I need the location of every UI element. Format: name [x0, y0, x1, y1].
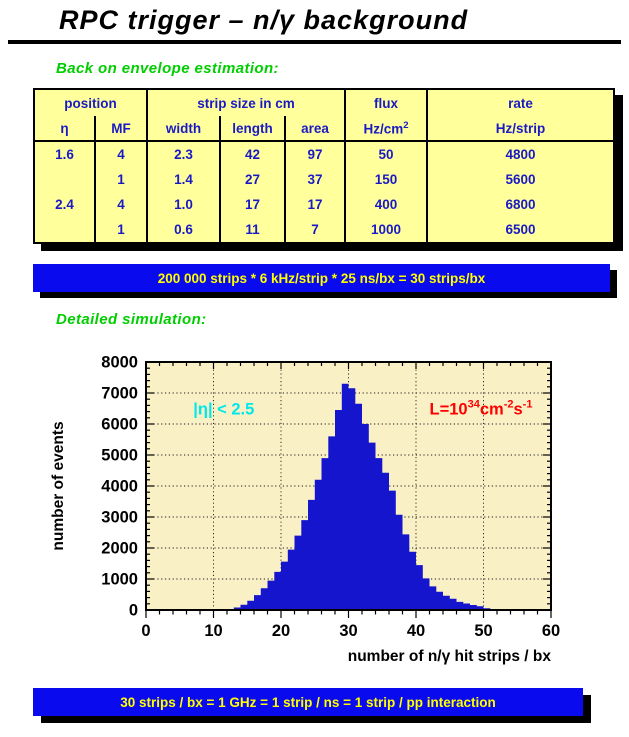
- table-cell: 150: [344, 167, 427, 192]
- table-cell: 1: [94, 217, 147, 242]
- table-cell: 2.4: [55, 197, 74, 212]
- interaction-rate-banner: 30 strips / bx = 1 GHz = 1 strip / ns = …: [33, 688, 583, 716]
- table-cell: 6500: [426, 217, 613, 242]
- table-group-header: strip size in cm: [146, 90, 345, 116]
- y-tick-label: 1000: [101, 571, 138, 589]
- y-axis-label: number of events: [50, 421, 67, 550]
- table-sub-header: area: [284, 116, 345, 142]
- histogram-area: [227, 383, 491, 610]
- y-tick-label: 4000: [101, 478, 138, 496]
- table-cell: 1.0: [146, 192, 220, 217]
- y-tick-label: 3000: [101, 509, 138, 527]
- table-sub-header: Hz/strip: [426, 116, 613, 142]
- y-tick-label: 5000: [101, 447, 138, 465]
- table-group-header: rate: [426, 90, 613, 116]
- table-cell: 4: [94, 192, 147, 217]
- table-sub-header: η: [35, 116, 95, 142]
- table-group-header: flux: [344, 90, 427, 116]
- x-tick-label: 0: [141, 622, 150, 640]
- table-cell: 17: [284, 192, 345, 217]
- page-title: RPC trigger – n/γ background: [59, 5, 469, 35]
- table-sub-header: length: [219, 116, 285, 142]
- table-cell: 42: [219, 141, 285, 167]
- table-cell: 4800: [426, 141, 613, 167]
- strips-rate-banner: 200 000 strips * 6 kHz/strip * 25 ns/bx …: [33, 264, 610, 292]
- table-cell: 0.6: [146, 217, 220, 242]
- table-cell: 4: [94, 141, 147, 167]
- x-tick-label: 60: [542, 622, 560, 640]
- table-cell: 1: [94, 167, 147, 192]
- section-heading-simulation: Detailed simulation:: [56, 311, 207, 328]
- table-sub-header: Hz/cm2: [344, 116, 427, 142]
- x-tick-label: 40: [407, 622, 425, 640]
- table-cell: 1.4: [146, 167, 220, 192]
- x-tick-label: 30: [339, 622, 357, 640]
- table-cell: 2.3: [146, 141, 220, 167]
- x-tick-label: 10: [204, 622, 222, 640]
- table-cell: 1.6: [55, 147, 74, 162]
- table-row: 1 0.6 11 7 1000 6500: [35, 217, 613, 242]
- chart-annotation: |η| < 2.5: [193, 401, 254, 419]
- table-cell: 400: [344, 192, 427, 217]
- histogram-chart: 0 10 20 30 40 50 60 0 1000 2000 3000 4000 5000 6000 70…: [50, 354, 560, 666]
- table-cell: 27: [219, 167, 285, 192]
- y-tick-label: 6000: [101, 416, 138, 434]
- table-cell: 37: [284, 167, 345, 192]
- table-cell: 17: [219, 192, 285, 217]
- x-tick-label: 20: [272, 622, 290, 640]
- x-axis-label: number of n/γ hit strips / bx: [348, 648, 552, 665]
- x-tick-label: 50: [474, 622, 492, 640]
- section-heading-estimation: Back on envelope estimation:: [56, 60, 279, 77]
- table-sub-header: width: [146, 116, 220, 142]
- estimation-table: position strip size in cm flux rate η MF width…: [33, 88, 615, 244]
- table-cell: 1000: [344, 217, 427, 242]
- table-row: 2.4 4 1.0 17 17 400 6800: [35, 192, 613, 217]
- table-cell: 11: [219, 217, 285, 242]
- table-cell: 50: [344, 141, 427, 167]
- title-underline: [8, 40, 621, 44]
- y-tick-label: 8000: [101, 354, 138, 372]
- table-cell: [35, 217, 95, 242]
- table-cell: [35, 167, 95, 192]
- y-tick-label: 2000: [101, 540, 138, 558]
- chart-annotation: L=1034cm-2s-1: [430, 399, 533, 419]
- table-row: 1.6 4 2.3 42 97 50 4800: [35, 141, 613, 167]
- table-cell: 6800: [426, 192, 613, 217]
- table-cell: 5600: [426, 167, 613, 192]
- table-cell: 97: [284, 141, 345, 167]
- table-sub-header: MF: [94, 116, 147, 142]
- table-row: 1 1.4 27 37 150 5600: [35, 167, 613, 192]
- y-tick-label: 0: [129, 602, 138, 620]
- y-tick-label: 7000: [101, 385, 138, 403]
- table-cell: 7: [284, 217, 345, 242]
- table-group-header: position: [64, 95, 117, 111]
